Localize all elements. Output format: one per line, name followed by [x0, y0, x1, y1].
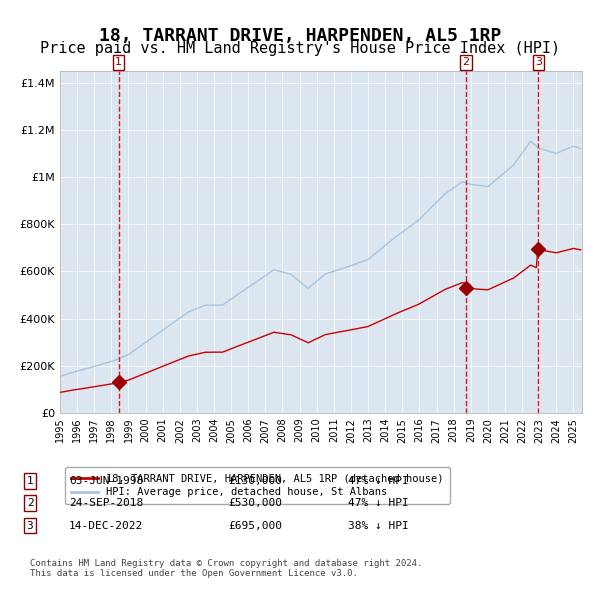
- Text: 2: 2: [463, 57, 470, 67]
- Text: Price paid vs. HM Land Registry's House Price Index (HPI): Price paid vs. HM Land Registry's House …: [40, 41, 560, 56]
- Text: 47% ↓ HPI: 47% ↓ HPI: [348, 476, 409, 486]
- Text: 14-DEC-2022: 14-DEC-2022: [69, 521, 143, 530]
- Text: Contains HM Land Registry data © Crown copyright and database right 2024.
This d: Contains HM Land Registry data © Crown c…: [30, 559, 422, 578]
- Text: 24-SEP-2018: 24-SEP-2018: [69, 499, 143, 508]
- Text: 1: 1: [26, 476, 34, 486]
- Text: £130,000: £130,000: [228, 476, 282, 486]
- Text: 18, TARRANT DRIVE, HARPENDEN, AL5 1RP: 18, TARRANT DRIVE, HARPENDEN, AL5 1RP: [99, 27, 501, 45]
- Text: £695,000: £695,000: [228, 521, 282, 530]
- Legend: 18, TARRANT DRIVE, HARPENDEN, AL5 1RP (detached house), HPI: Average price, deta: 18, TARRANT DRIVE, HARPENDEN, AL5 1RP (d…: [65, 467, 449, 504]
- Text: 3: 3: [26, 521, 34, 530]
- Text: £530,000: £530,000: [228, 499, 282, 508]
- Text: 38% ↓ HPI: 38% ↓ HPI: [348, 521, 409, 530]
- Text: 47% ↓ HPI: 47% ↓ HPI: [348, 499, 409, 508]
- Text: 03-JUN-1998: 03-JUN-1998: [69, 476, 143, 486]
- Text: 2: 2: [26, 499, 34, 508]
- Text: 3: 3: [535, 57, 542, 67]
- Text: 1: 1: [115, 57, 122, 67]
